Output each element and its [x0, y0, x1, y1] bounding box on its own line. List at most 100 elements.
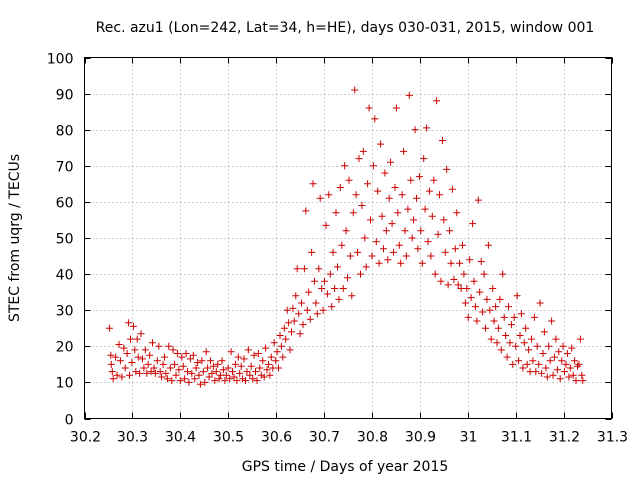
data-point — [116, 357, 124, 365]
data-point — [234, 353, 242, 361]
data-point — [328, 303, 336, 311]
data-point — [226, 375, 234, 383]
data-point — [529, 357, 537, 365]
data-point — [382, 227, 390, 235]
data-point — [372, 238, 380, 246]
data-point — [365, 104, 373, 112]
data-point — [169, 346, 177, 354]
data-point — [433, 97, 441, 105]
data-point — [530, 313, 538, 321]
data-point — [428, 212, 436, 220]
data-point — [253, 377, 261, 385]
x-tick-label: 30.8 — [357, 430, 388, 446]
data-point — [209, 362, 217, 370]
y-tick-label: 100 — [47, 52, 74, 68]
plot-frame — [84, 57, 612, 419]
data-point — [543, 373, 551, 381]
data-point — [440, 216, 448, 224]
data-point — [290, 317, 298, 325]
data-point — [155, 342, 163, 350]
grid-lines — [84, 57, 612, 419]
data-point — [540, 328, 548, 336]
x-tick-label: 31.3 — [597, 430, 628, 446]
data-point — [267, 353, 275, 361]
data-point — [182, 350, 190, 357]
data-point — [229, 368, 236, 376]
data-point — [528, 335, 535, 343]
data-point — [218, 357, 226, 365]
data-point — [390, 248, 397, 256]
data-point — [272, 357, 280, 365]
data-point — [309, 180, 317, 188]
data-point — [506, 339, 514, 347]
data-point — [523, 360, 531, 368]
x-tick-label: 30.2 — [70, 430, 101, 446]
data-point — [194, 359, 202, 366]
data-point — [480, 270, 488, 278]
data-point — [574, 362, 581, 370]
data-point — [323, 290, 331, 298]
data-point — [565, 373, 573, 381]
data-point — [219, 366, 227, 374]
data-point — [499, 270, 507, 278]
data-point — [425, 187, 433, 195]
data-point — [329, 248, 337, 256]
data-point — [391, 184, 399, 191]
data-point — [490, 317, 498, 325]
data-point — [156, 368, 164, 376]
data-point — [502, 332, 510, 339]
data-point — [342, 227, 350, 235]
data-point — [515, 357, 523, 365]
data-point — [395, 241, 403, 249]
data-point — [374, 187, 382, 195]
y-tick-label: 30 — [56, 304, 74, 320]
data-point — [575, 360, 583, 368]
data-point — [224, 364, 232, 372]
data-point — [461, 299, 469, 307]
axis-tick-labels: 30.2 30.3 30.4 30.5 30.6 30.7 30.8 30.9 31 31.1 31… — [47, 52, 628, 446]
data-point — [144, 360, 152, 368]
x-tick-label: 31.2 — [549, 430, 580, 446]
data-point — [555, 348, 563, 356]
data-point — [192, 364, 200, 372]
data-point — [108, 368, 116, 376]
data-point — [295, 310, 303, 318]
data-point — [162, 369, 170, 377]
data-point — [404, 205, 412, 213]
data-point — [163, 375, 171, 383]
data-point — [424, 238, 432, 246]
data-point — [357, 270, 364, 278]
data-point — [221, 377, 229, 385]
data-point — [345, 176, 353, 184]
data-point — [436, 191, 443, 199]
data-point — [279, 353, 287, 361]
data-point — [525, 346, 533, 354]
data-point — [131, 346, 139, 354]
data-point — [413, 194, 420, 202]
data-point — [231, 360, 239, 368]
data-point — [334, 263, 341, 271]
data-point — [166, 364, 174, 372]
data-point — [542, 364, 550, 372]
data-point — [123, 350, 131, 357]
data-point — [369, 162, 377, 170]
x-tick-label: 30.5 — [213, 430, 244, 446]
data-point — [438, 137, 446, 144]
data-point — [107, 360, 115, 368]
data-point — [545, 342, 553, 350]
data-point — [306, 315, 314, 323]
data-point — [500, 313, 508, 321]
data-point — [242, 377, 249, 385]
data-point — [387, 158, 395, 166]
data-point — [161, 353, 168, 361]
data-point — [112, 353, 120, 361]
data-point — [476, 288, 484, 296]
data-point — [179, 362, 187, 370]
data-point — [535, 360, 543, 368]
data-point — [134, 353, 142, 361]
data-point — [236, 369, 244, 377]
data-point — [473, 317, 481, 325]
data-point — [405, 91, 413, 99]
data-point — [479, 308, 487, 316]
